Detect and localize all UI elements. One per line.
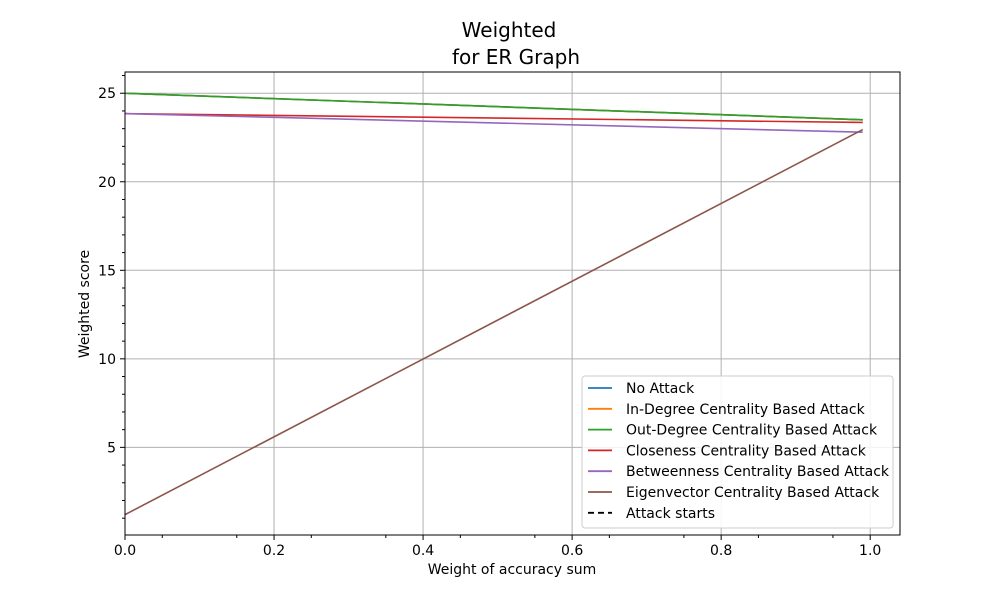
legend-label-0: No Attack	[626, 381, 695, 397]
legend-label-4: Betweenness Centrality Based Attack	[626, 464, 890, 480]
x-axis-label: Weight of accuracy sum	[428, 562, 597, 578]
legend-label-6: Attack starts	[626, 506, 715, 522]
x-tick-label: 0.8	[710, 543, 732, 559]
chart-title-line-2: for ER Graph	[452, 45, 580, 69]
legend-box	[581, 375, 894, 529]
legend-label-5: Eigenvector Centrality Based Attack	[626, 485, 880, 501]
legend-label-3: Closeness Centrality Based Attack	[626, 443, 867, 459]
series-line-5	[124, 128, 864, 516]
legend: No Attack In-Degree Centrality Based Atta…	[581, 375, 894, 529]
series-line-4	[124, 112, 863, 133]
legend-label-1: In-Degree Centrality Based Attack	[626, 402, 866, 418]
plot-frame	[124, 71, 901, 536]
chart-title-line-1: Weighted	[462, 18, 557, 42]
series-line-3	[124, 112, 863, 124]
y-tick-label: 15	[98, 263, 116, 279]
series-lines	[124, 92, 864, 516]
x-tick-label: 0.0	[114, 543, 136, 559]
y-tick-label: 25	[98, 86, 116, 102]
x-tick-label: 0.4	[412, 543, 434, 559]
axis-ticks: 0.0 0.2 0.4 0.6 0.8 1.0 5 10 15 20 25	[98, 75, 881, 559]
legend-label-2: Out-Degree Centrality Based Attack	[626, 423, 878, 439]
y-tick-label: 5	[107, 440, 116, 456]
x-tick-label: 0.6	[561, 543, 583, 559]
y-axis-label: Weighted score	[77, 250, 93, 358]
x-tick-label: 0.2	[263, 543, 285, 559]
series-line-2	[124, 92, 863, 121]
y-tick-label: 20	[98, 175, 116, 191]
x-tick-label: 1.0	[859, 543, 881, 559]
y-tick-label: 10	[98, 352, 116, 368]
